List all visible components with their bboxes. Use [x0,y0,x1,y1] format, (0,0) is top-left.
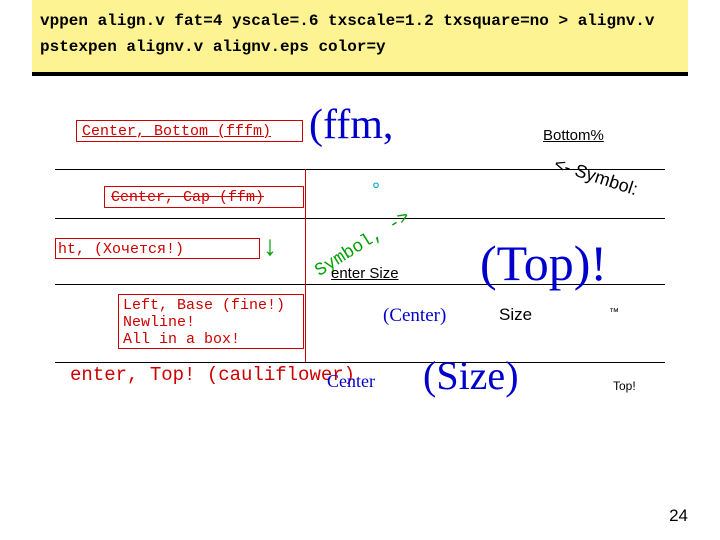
canvas-text-t15: Size [499,306,532,323]
canvas-text-t7a: ↓ [263,232,277,260]
canvas-text-t3: Bottom% [543,128,604,143]
slide-page: vppen align.v fat=4 yscale=.6 txscale=1.… [0,0,720,540]
canvas-text-t4: Center, Cap (ffm) [111,190,264,205]
canvas-text-t16: enter, Top! (cauliflower) [70,366,355,385]
command-block: vppen align.v fat=4 yscale=.6 txscale=1.… [32,0,688,76]
canvas-text-t11: Left, Base (fine!) [123,298,285,313]
canvas-text-t12: Newline! [123,315,195,330]
canvas-text-t6: <- Symbol: [552,154,640,198]
canvas-text-t18: (Size) [423,356,519,396]
divider-1 [55,218,665,219]
canvas-text-t1: Center, Bottom (fffm) [82,124,271,139]
canvas-text-t7: ht, (Хочется!) [58,242,184,257]
page-number: 24 [669,506,688,526]
canvas-text-t9: enter Size [331,266,399,281]
canvas-text-t10: (Top)! [480,238,607,288]
canvas-text-t13: All in a box! [123,332,240,347]
cmd-line-3: pstexpen alignv.v alignv.eps color=y [40,36,680,58]
divider-3 [55,362,665,363]
canvas-text-t14: (Center) [383,306,446,325]
canvas-text-t15a: ™ [609,308,619,318]
canvas-text-t17: Center [327,372,375,390]
canvas-text-t5: ° [370,182,382,202]
cmd-line-1: vppen align.v fat=4 yscale=.6 txscale=1.… [40,10,680,32]
alignment-canvas: Center, Bottom (fffm)(ffm,Bottom%Center,… [55,114,665,414]
canvas-text-t19: Top! [613,380,636,392]
divider-4 [305,169,306,362]
canvas-text-t2: (ffm, [309,104,393,146]
